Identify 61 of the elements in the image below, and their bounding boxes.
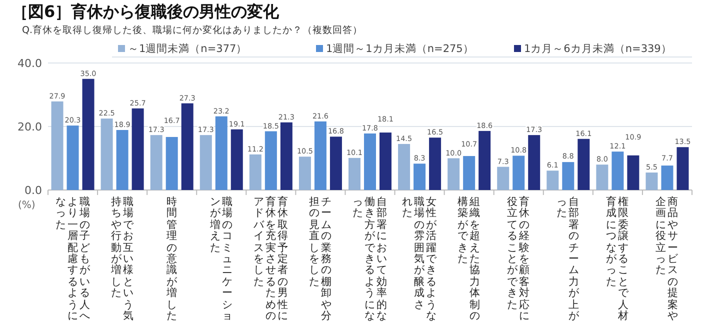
bar: [380, 132, 392, 190]
legend-label: ～1週間未満（n=377）: [127, 42, 248, 56]
bar: [116, 130, 128, 190]
bar: [100, 118, 113, 190]
bar: [578, 138, 590, 190]
category-label: 育休の経験を顧客対応に役立てることができた: [507, 196, 530, 322]
bar: [546, 170, 559, 190]
legend-label: 1カ月～6カ月未満（n=339）: [523, 42, 672, 56]
bar: [249, 154, 262, 190]
bar: [264, 131, 277, 190]
text: (%): [18, 200, 36, 211]
category-label: 育休取得予定者の男性に育休を充実させるためのアドバイスをした: [253, 196, 288, 322]
bar: [200, 135, 212, 190]
chart-title: ［図6］育休から復職後の男性の変化: [12, 2, 280, 23]
bar: [627, 155, 640, 190]
bar: [215, 116, 228, 190]
category-label: 職場のコミュニケーションが増えた: [210, 196, 233, 322]
y-tick-label: 20.0: [18, 120, 42, 134]
category-label: 職場でお互い様という気持ちや行動が増した: [110, 196, 134, 322]
bar: [646, 172, 658, 190]
bar: [528, 135, 540, 190]
bar: [497, 166, 510, 190]
bar: [478, 130, 491, 190]
bar: [82, 78, 94, 190]
bar: [181, 103, 194, 190]
bar: [330, 136, 342, 190]
category-label: 商品やサービスの提案や企画に役立った: [656, 196, 679, 322]
bar: [398, 144, 410, 190]
bar: [414, 164, 426, 190]
bar: [166, 136, 178, 190]
bar: [612, 152, 624, 190]
bar: [51, 101, 64, 190]
bar: [280, 122, 292, 190]
bar: [150, 135, 162, 190]
bar: [562, 162, 574, 190]
category-label: 職場の子どもがいる人へより一層配慮するようになった: [55, 196, 90, 322]
bar: [314, 121, 326, 190]
bar: [66, 126, 79, 190]
chart-subtitle: Q.育休を取得し復帰した後、職場に何か変化はありましたか？（複数回答）: [22, 24, 362, 37]
bar: [230, 129, 243, 190]
bar: [132, 108, 144, 190]
category-label: 自部署において効率的な働き方ができるようになった: [352, 196, 388, 322]
category-label: 女性が活躍できるような職場の雰囲気が醸成された: [402, 196, 438, 322]
bar: [661, 166, 674, 190]
bar: [429, 138, 442, 190]
bar: [463, 156, 476, 190]
category-label: 権限委譲することで人材育成につながった: [606, 196, 630, 322]
y-tick-label: 40.0: [18, 57, 42, 70]
category-label: 自部署のチーム力が上がった: [556, 196, 580, 322]
bar: [364, 133, 376, 190]
bar: [512, 156, 525, 190]
bar: [298, 156, 311, 190]
bar: [448, 158, 460, 190]
bar: [596, 164, 608, 190]
bar: [348, 158, 360, 190]
category-label: 時間管理の意識が増した: [166, 196, 178, 322]
category-label: チームの業務の棚卸や分担の見直しをした: [308, 196, 332, 322]
legend-label: 1週間～1カ月未満（n=275）: [325, 42, 474, 56]
y-tick-label: 0.0: [24, 184, 42, 197]
bar: [676, 147, 689, 190]
category-label: 組織を超えた協力体制の構築ができた: [458, 196, 481, 322]
